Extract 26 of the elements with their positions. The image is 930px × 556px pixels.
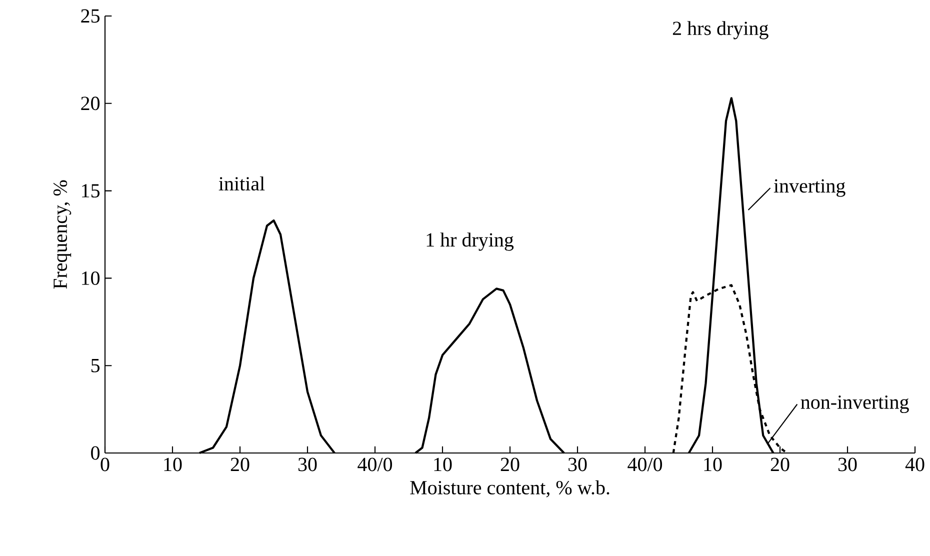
x-tick-label: 30 bbox=[838, 458, 857, 472]
x-tick-label: 30 bbox=[568, 458, 587, 472]
annotation: 1 hr drying bbox=[426, 232, 514, 251]
x-tick-label: 10 bbox=[434, 458, 452, 472]
x-tick-label: 10 bbox=[164, 458, 182, 472]
annotation: inverting bbox=[774, 179, 846, 197]
annotation: 2 hrs drying bbox=[672, 21, 768, 40]
annotation: initial bbox=[218, 176, 265, 191]
x-tick-label: 0 bbox=[100, 458, 110, 472]
x-tick-label: 20 bbox=[500, 458, 520, 472]
x-tick-label: 40 bbox=[905, 458, 924, 472]
y-axis-title: Frequency, % bbox=[54, 180, 72, 289]
x-tick-label: 20 bbox=[230, 458, 250, 472]
x-tick-label: 10 bbox=[704, 458, 722, 472]
x-tick-label: 40/0 bbox=[628, 458, 662, 472]
y-tick-label: 5 bbox=[91, 358, 100, 372]
y-tick-label: 0 bbox=[91, 446, 100, 460]
annotation: non-inverting bbox=[800, 395, 909, 414]
y-tick-label: 15 bbox=[82, 184, 100, 198]
x-tick-label: 20 bbox=[770, 458, 790, 472]
y-tick-label: 10 bbox=[82, 271, 100, 285]
y-tick-label: 25 bbox=[81, 9, 100, 23]
x-tick-label: 40/0 bbox=[358, 458, 392, 472]
y-tick-label: 20 bbox=[81, 96, 100, 110]
x-tick-label: 30 bbox=[298, 458, 317, 472]
x-axis-title: Moisture content, % w.b. bbox=[410, 480, 610, 498]
